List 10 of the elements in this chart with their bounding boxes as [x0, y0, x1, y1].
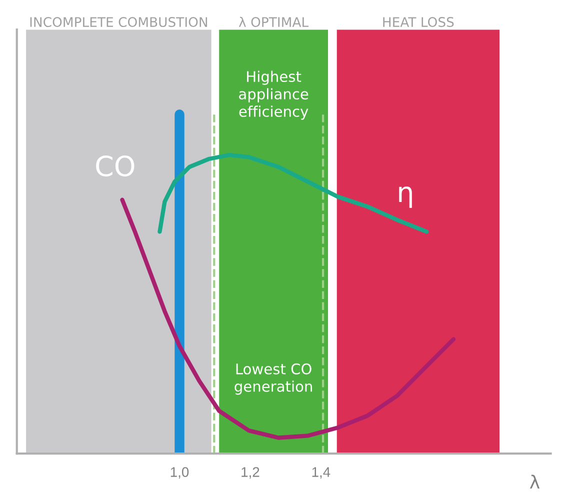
x-tick-label: 1,2	[242, 467, 260, 479]
x-tick-label: 1,4	[312, 467, 330, 479]
x-tick-label: 1,0	[170, 467, 189, 479]
band-label: λ OPTIMAL	[238, 16, 309, 28]
x-axis-title: λ	[530, 474, 540, 488]
band-label: HEAT LOSS	[383, 17, 454, 28]
annotation: Lowest CO generation	[234, 363, 312, 395]
text: Highest appliance efficiency	[239, 70, 308, 120]
band-label: INCOMPLETE COMBUSTION	[30, 17, 208, 28]
series-label: η	[399, 186, 412, 208]
